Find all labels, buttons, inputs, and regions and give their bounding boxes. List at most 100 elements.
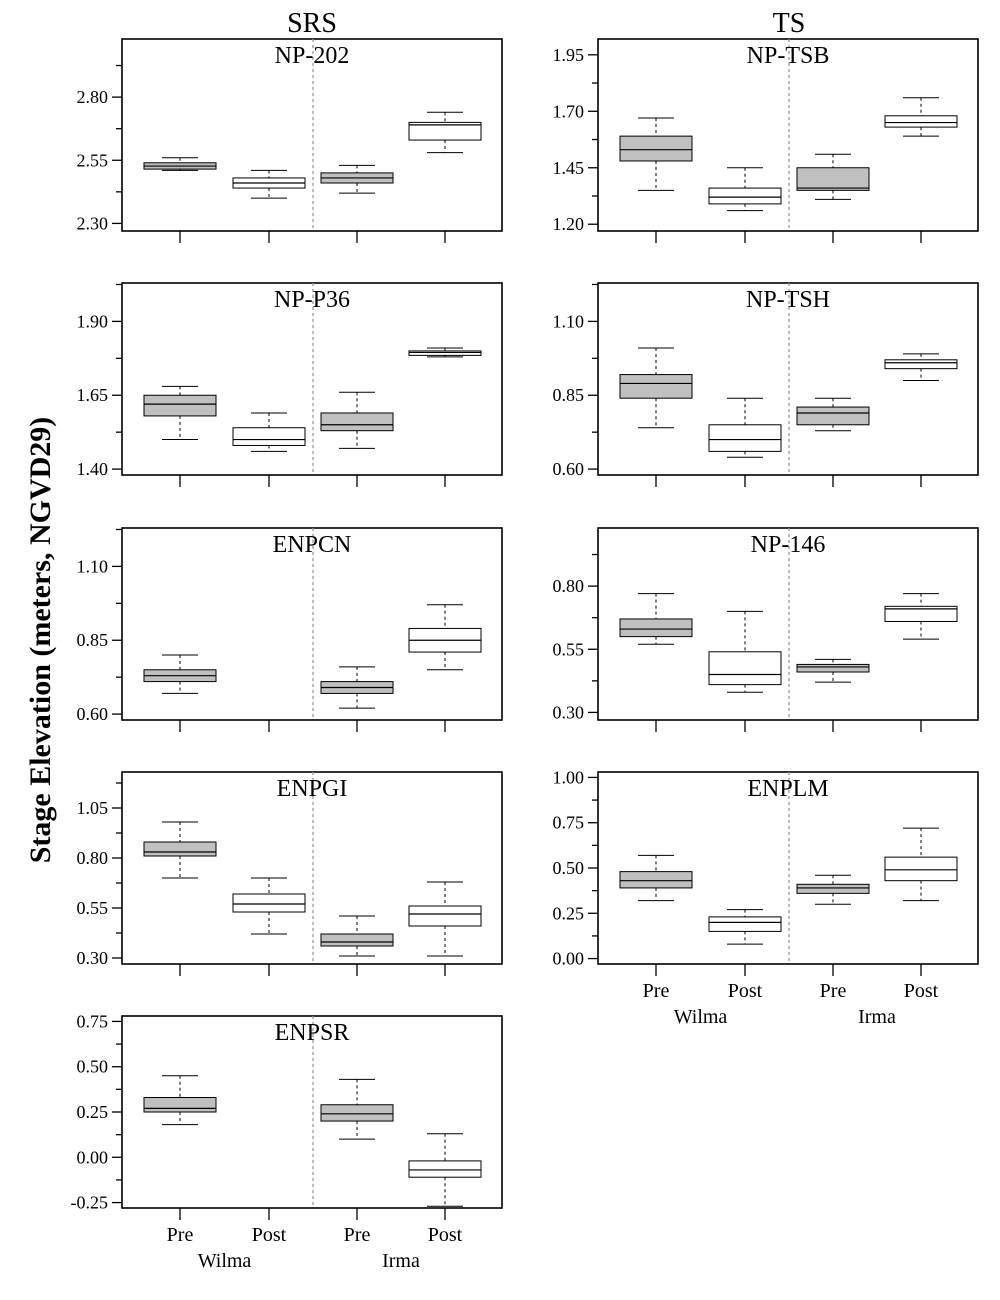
y-tick-label: 1.00 (553, 767, 585, 787)
y-tick-label: 2.80 (77, 87, 109, 107)
y-tick-label: 0.50 (77, 1057, 109, 1077)
iqr-box (796, 167, 870, 191)
panel-frame (121, 282, 503, 476)
x-tick-label-pre: Pre (820, 980, 847, 1002)
panel-title: ENPCN (273, 532, 352, 558)
box-wilma-post (232, 877, 306, 935)
y-tick-label: 0.55 (77, 898, 109, 918)
iqr-box (884, 856, 958, 882)
box-irma-post (884, 827, 958, 902)
x-tick-label-post: Post (904, 980, 939, 1002)
y-tick-label: 1.45 (553, 158, 585, 178)
iqr-box (408, 121, 482, 141)
y-tick-label: 1.65 (77, 385, 109, 405)
box-wilma-pre (619, 117, 693, 191)
box-irma-post (408, 881, 482, 957)
y-tick-label: 1.40 (77, 459, 109, 479)
y-tick-label: 0.00 (553, 949, 585, 969)
box-wilma-pre (143, 1075, 217, 1126)
box-irma-post (408, 604, 482, 671)
x-group-label-wilma: Wilma (674, 1006, 728, 1028)
panel-frame (597, 38, 979, 232)
iqr-box (708, 651, 782, 686)
box-wilma-post (708, 909, 782, 945)
y-tick-label: 0.80 (77, 848, 109, 868)
x-tick-label-post: Post (728, 980, 763, 1002)
panel-enpgi: ENPGI 0.30 0.55 0.80 1.05 (77, 771, 503, 976)
iqr-box (619, 871, 693, 889)
iqr-box (320, 1104, 394, 1122)
box-wilma-post (708, 397, 782, 458)
box-wilma-pre (143, 821, 217, 879)
y-tick-label: 1.20 (553, 214, 585, 234)
panel-frame (121, 38, 503, 232)
panel-frame (121, 527, 503, 721)
panels-group: NP-202 2.30 2.55 2.80 NP-TSB 1.20 1.45 1.70 1.95… (71, 38, 979, 1272)
panel-np-tsb: NP-TSB 1.20 1.45 1.70 1.95 (553, 38, 979, 243)
box-irma-pre (796, 397, 870, 432)
iqr-box (884, 115, 958, 128)
panel-enpcn: ENPCN 0.60 0.85 1.10 (77, 527, 503, 732)
x-group-label-irma: Irma (382, 1250, 420, 1272)
box-irma-pre (320, 915, 394, 957)
box-irma-pre (796, 153, 870, 200)
panel-title: ENPSR (275, 1020, 350, 1046)
panel-title: NP-202 (275, 43, 350, 69)
y-tick-label: 0.60 (77, 704, 109, 724)
x-tick-label-pre: Pre (167, 1224, 194, 1246)
box-wilma-post (232, 169, 306, 199)
iqr-box (143, 394, 217, 417)
iqr-box (232, 893, 306, 913)
box-wilma-post (708, 167, 782, 212)
box-irma-post (884, 97, 958, 137)
box-irma-post (408, 1133, 482, 1207)
iqr-box (796, 883, 870, 894)
y-tick-label: 0.85 (553, 385, 585, 405)
iqr-box (796, 663, 870, 673)
box-wilma-pre (619, 593, 693, 645)
iqr-box (708, 916, 782, 932)
box-irma-post (884, 593, 958, 640)
column-title-srs: SRS (287, 8, 337, 39)
box-irma-pre (796, 658, 870, 683)
panel-title: NP-146 (751, 532, 826, 558)
panel-title: ENPLM (747, 776, 828, 802)
box-wilma-post (708, 610, 782, 693)
x-tick-label-post: Post (252, 1224, 287, 1246)
panel-np-tsh: NP-TSH 0.60 0.85 1.10 (553, 282, 979, 487)
y-tick-label: 0.00 (77, 1147, 109, 1167)
y-tick-label: 1.10 (77, 556, 109, 576)
iqr-box (143, 1097, 217, 1113)
y-tick-label: 2.30 (77, 213, 109, 233)
y-tick-label: 0.85 (77, 630, 109, 650)
iqr-box (619, 135, 693, 162)
box-irma-pre (796, 874, 870, 905)
y-tick-label: 0.55 (553, 639, 585, 659)
y-tick-label: 0.50 (553, 858, 585, 878)
y-tick-label: 0.30 (553, 702, 585, 722)
y-tick-label: 1.95 (553, 45, 585, 65)
y-tick-label: 1.05 (77, 798, 109, 818)
x-group-label-wilma: Wilma (198, 1250, 252, 1272)
iqr-box (320, 412, 394, 432)
x-tick-label-pre: Pre (643, 980, 670, 1002)
y-tick-label: 0.75 (77, 1011, 109, 1031)
panel-frame (597, 282, 979, 476)
box-irma-pre (320, 391, 394, 449)
y-tick-label: 0.25 (553, 903, 585, 923)
iqr-box (408, 1160, 482, 1178)
panel-frame (121, 771, 503, 965)
y-tick-label: 1.10 (553, 311, 585, 331)
box-wilma-pre (619, 347, 693, 429)
x-tick-label-post: Post (428, 1224, 463, 1246)
panel-title: ENPGI (277, 776, 348, 802)
panel-np-146: NP-146 0.30 0.55 0.80 (553, 527, 979, 732)
y-tick-label: 2.55 (77, 150, 109, 170)
panel-np-p36: NP-P36 1.40 1.65 1.90 (77, 282, 503, 487)
iqr-box (320, 933, 394, 947)
y-tick-label: 1.70 (553, 101, 585, 121)
iqr-box (884, 605, 958, 622)
box-irma-post (884, 353, 958, 381)
